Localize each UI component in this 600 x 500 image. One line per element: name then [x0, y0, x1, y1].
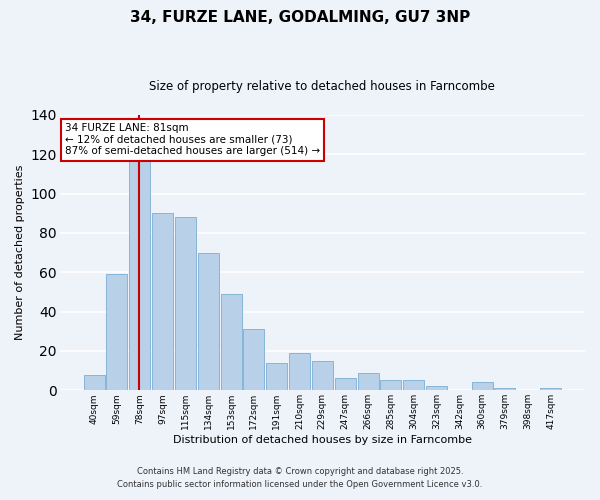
- Bar: [426, 386, 447, 390]
- Bar: [335, 378, 356, 390]
- Bar: [83, 374, 104, 390]
- Text: 34, FURZE LANE, GODALMING, GU7 3NP: 34, FURZE LANE, GODALMING, GU7 3NP: [130, 10, 470, 25]
- Bar: [494, 388, 515, 390]
- Text: Contains HM Land Registry data © Crown copyright and database right 2025.
Contai: Contains HM Land Registry data © Crown c…: [118, 468, 482, 489]
- Bar: [129, 158, 150, 390]
- Bar: [244, 330, 265, 390]
- Bar: [540, 388, 561, 390]
- Bar: [289, 353, 310, 391]
- Text: 34 FURZE LANE: 81sqm
← 12% of detached houses are smaller (73)
87% of semi-detac: 34 FURZE LANE: 81sqm ← 12% of detached h…: [65, 124, 320, 156]
- Bar: [403, 380, 424, 390]
- Y-axis label: Number of detached properties: Number of detached properties: [15, 165, 25, 340]
- Bar: [358, 372, 379, 390]
- Bar: [175, 218, 196, 390]
- Bar: [221, 294, 242, 390]
- Bar: [106, 274, 127, 390]
- Bar: [472, 382, 493, 390]
- Bar: [312, 361, 333, 390]
- X-axis label: Distribution of detached houses by size in Farncombe: Distribution of detached houses by size …: [173, 435, 472, 445]
- Bar: [198, 252, 219, 390]
- Bar: [152, 214, 173, 390]
- Bar: [266, 363, 287, 390]
- Title: Size of property relative to detached houses in Farncombe: Size of property relative to detached ho…: [149, 80, 495, 93]
- Bar: [380, 380, 401, 390]
